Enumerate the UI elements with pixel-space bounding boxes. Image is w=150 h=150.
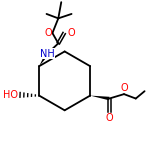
Text: O: O [120,83,128,93]
Text: O: O [105,113,113,123]
Text: NH: NH [40,49,55,59]
Polygon shape [90,96,110,100]
Text: O: O [68,28,75,38]
Text: HO: HO [3,90,18,100]
Text: O: O [44,28,52,38]
Polygon shape [39,53,49,66]
